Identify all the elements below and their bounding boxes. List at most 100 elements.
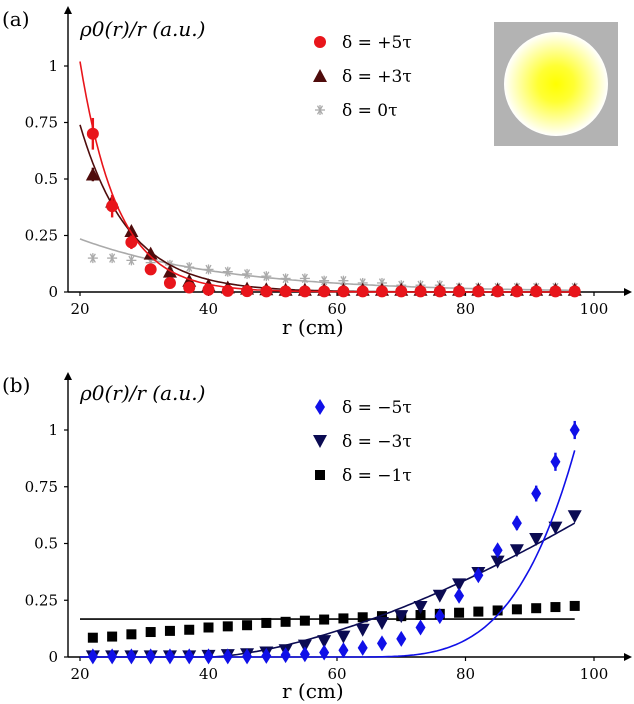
- y-tick-label: 1: [48, 421, 58, 439]
- legend-b: δ = −5τ δ = −3τ δ = −1τ: [313, 398, 412, 486]
- x-tick-label: 80: [456, 665, 475, 683]
- data-point: [221, 284, 234, 297]
- data-point: [242, 620, 253, 631]
- data-point: [184, 648, 195, 665]
- data-point: [549, 285, 562, 298]
- data-point: [145, 627, 156, 638]
- inset-disk: [504, 32, 608, 136]
- data-point: [145, 648, 156, 665]
- data-point: [357, 612, 368, 623]
- data-point: [241, 285, 254, 298]
- legend-label: δ = +5τ: [342, 33, 412, 53]
- legend-label: δ = +3τ: [342, 67, 412, 87]
- data-point: [473, 606, 484, 617]
- data-point: [550, 453, 561, 470]
- x-tick-label: 100: [580, 665, 609, 683]
- data-point: [107, 253, 118, 264]
- legend-entry: δ = −3τ: [313, 432, 412, 452]
- data-point: [550, 602, 561, 613]
- data-point: [280, 647, 291, 664]
- y-axis-label-a: ρ0(r)/r (a.u.): [79, 17, 205, 41]
- y-tick-label: 0.5: [34, 535, 58, 553]
- panel-label-a: (a): [2, 7, 30, 31]
- data-point: [164, 648, 175, 665]
- data-point: [184, 262, 195, 273]
- data-point: [202, 283, 215, 296]
- y-tick-label: 0: [48, 648, 58, 666]
- panel-b: (b) ρ0(r)/r (a.u.) 0 0.25 0.5 0.75 1 20 40 60 80…: [2, 372, 632, 703]
- panel-a: (a) ρ0(r)/r (a.u.) 0 0.25 0.5 0.75 1 20 40 60 80…: [2, 6, 632, 339]
- data-point: [280, 273, 291, 284]
- data-point: [415, 619, 426, 636]
- data-point: [434, 608, 445, 625]
- data-point: [453, 285, 466, 298]
- y-axis-arrow: [64, 6, 72, 14]
- data-point: [432, 589, 447, 603]
- data-point: [203, 622, 214, 633]
- data-point: [415, 610, 426, 621]
- data-point: [510, 285, 523, 298]
- legend-marker: [313, 69, 327, 82]
- data-point: [298, 285, 311, 298]
- data-point: [511, 515, 522, 532]
- data-point: [126, 255, 137, 266]
- data-point: [394, 610, 409, 624]
- y-tick-label: 0.75: [25, 114, 58, 132]
- data-point: [319, 644, 330, 661]
- data-point: [396, 630, 407, 647]
- legend-label: δ = −1τ: [342, 466, 412, 486]
- data-point: [472, 285, 485, 298]
- data-point: [203, 264, 214, 275]
- legend-entry: δ = −1τ: [315, 466, 412, 486]
- data-point: [338, 275, 349, 286]
- data-point: [297, 639, 312, 653]
- data-point: [299, 646, 310, 663]
- data-point: [395, 285, 408, 298]
- data-point: [222, 621, 233, 632]
- data-point: [87, 632, 98, 643]
- legend-entry: δ = +5τ: [314, 33, 412, 53]
- data-point: [473, 567, 484, 584]
- x-axis-arrow: [624, 653, 632, 661]
- data-point: [125, 236, 138, 249]
- data-point: [85, 167, 100, 181]
- y-tick-label: 0.5: [34, 170, 58, 188]
- data-point: [144, 263, 157, 276]
- data-point: [143, 246, 158, 260]
- y-tick-label: 0.25: [25, 227, 58, 245]
- y-axis-label-b: ρ0(r)/r (a.u.): [79, 381, 205, 405]
- legend-label: δ = 0τ: [342, 101, 398, 121]
- data-point: [164, 625, 175, 636]
- fit-line: [80, 450, 576, 658]
- data-point: [242, 268, 253, 279]
- legend-label: δ = −5τ: [342, 398, 412, 418]
- data-point: [280, 616, 291, 627]
- y-tick-label: 0: [48, 283, 58, 301]
- data-point: [184, 624, 195, 635]
- data-point: [107, 631, 118, 642]
- data-point: [318, 285, 331, 298]
- x-tick-label: 100: [580, 300, 609, 318]
- data-point: [374, 616, 389, 630]
- data-point: [126, 629, 137, 640]
- legend-marker: [315, 399, 325, 415]
- data-point: [548, 521, 563, 535]
- x-tick-label: 20: [70, 665, 89, 683]
- data-point: [490, 555, 505, 569]
- data-point: [183, 281, 196, 294]
- data-point: [260, 285, 273, 298]
- data-point: [531, 603, 542, 614]
- data-point: [317, 635, 332, 649]
- legend-entry: δ = −5τ: [315, 398, 412, 418]
- data-point: [107, 648, 118, 665]
- data-point: [413, 601, 428, 615]
- data-point: [433, 285, 446, 298]
- plot-area-b: 0 0.25 0.5 0.75 1 20 40 60 80 100: [25, 372, 632, 683]
- data-point: [106, 200, 119, 213]
- legend-marker: [314, 36, 326, 48]
- data-point: [338, 613, 349, 624]
- legend-entry: δ = 0τ: [315, 101, 398, 121]
- data-point: [509, 544, 524, 558]
- x-tick-label: 40: [199, 300, 218, 318]
- data-point: [87, 253, 98, 264]
